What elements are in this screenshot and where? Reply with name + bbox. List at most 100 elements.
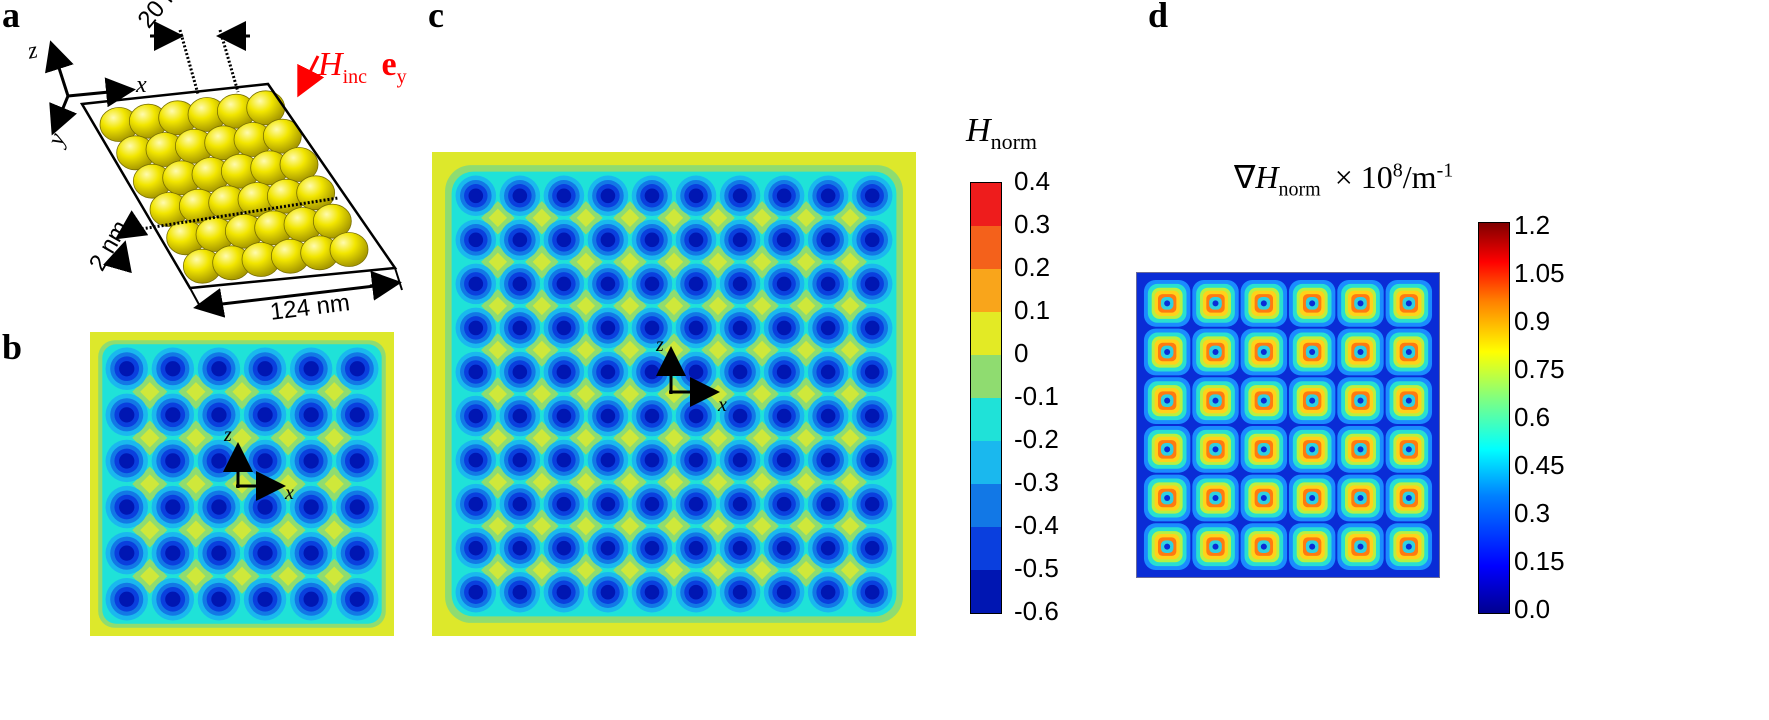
field-node xyxy=(303,499,319,515)
interstitial-core xyxy=(840,516,860,536)
colorbar-c-title: Hnorm xyxy=(966,112,1037,155)
interstitial-core xyxy=(488,560,508,580)
interstitial-core xyxy=(840,252,860,272)
interstitial-core xyxy=(186,520,206,540)
field-node xyxy=(864,364,880,380)
interstitial-core xyxy=(532,516,552,536)
axis-x-label-a: x xyxy=(136,72,147,98)
interstitial-core xyxy=(708,252,728,272)
interstitial-core xyxy=(796,252,816,272)
field-node xyxy=(820,496,836,512)
field-node xyxy=(688,188,704,204)
gradient-center xyxy=(1212,495,1219,501)
interstitial-core xyxy=(620,516,640,536)
panel-b-letter: b xyxy=(2,327,23,367)
field-node xyxy=(468,320,484,336)
field-node xyxy=(644,364,660,380)
colorbar-c-tick: -0.2 xyxy=(1014,424,1059,454)
field-node xyxy=(776,232,792,248)
interstitial-core xyxy=(488,384,508,404)
axis-x-label-c: x xyxy=(718,394,727,416)
axis-x-label-b: x xyxy=(285,482,294,504)
gradient-center xyxy=(1405,495,1412,501)
field-node xyxy=(600,540,616,556)
gradient-center xyxy=(1164,495,1171,501)
field-node xyxy=(732,540,748,556)
gradient-center xyxy=(1405,446,1412,453)
interstitial-core xyxy=(620,296,640,316)
colorbar-c-segment xyxy=(971,484,1001,527)
interstitial-core xyxy=(752,560,772,580)
field-node xyxy=(732,320,748,336)
field-node xyxy=(257,499,273,515)
field-node xyxy=(732,408,748,424)
field-node xyxy=(512,188,528,204)
gradient-center xyxy=(1212,543,1219,550)
interstitial-core xyxy=(324,382,344,402)
field-node xyxy=(349,361,365,377)
gradient-center xyxy=(1309,349,1316,355)
field-node xyxy=(119,499,135,515)
field-node xyxy=(864,496,880,512)
field-node xyxy=(211,499,227,515)
interstitial-core xyxy=(186,428,206,448)
colorbar-c-title-sub: norm xyxy=(990,128,1038,154)
dim-124-line xyxy=(204,282,393,308)
field-node xyxy=(864,408,880,424)
field-node xyxy=(864,276,880,292)
interstitial-core xyxy=(708,296,728,316)
gradient-center xyxy=(1309,446,1316,453)
interstitial-core xyxy=(532,340,552,360)
field-node xyxy=(303,453,319,469)
interstitial-core xyxy=(752,296,772,316)
interstitial-core xyxy=(532,384,552,404)
field-node xyxy=(556,408,572,424)
field-node xyxy=(512,320,528,336)
interstitial-core xyxy=(752,252,772,272)
field-node xyxy=(512,408,528,424)
field-node xyxy=(556,584,572,600)
field-node xyxy=(732,496,748,512)
interstitial-core xyxy=(620,560,640,580)
colorbar-c-title-h: H xyxy=(966,112,991,149)
field-node xyxy=(165,591,181,607)
interstitial-core xyxy=(708,208,728,228)
field-node xyxy=(776,452,792,468)
field-node xyxy=(257,453,273,469)
field-node xyxy=(257,591,273,607)
field-node xyxy=(600,408,616,424)
colorbar-d xyxy=(1478,222,1510,614)
gradient-center xyxy=(1212,349,1219,355)
field-e: e xyxy=(381,46,397,83)
panel-c-heatmap xyxy=(432,152,916,636)
field-node xyxy=(644,276,660,292)
field-node xyxy=(349,591,365,607)
field-node xyxy=(820,276,836,292)
field-node xyxy=(776,276,792,292)
field-node xyxy=(820,408,836,424)
field-node xyxy=(600,364,616,380)
colorbar-c-tick: -0.5 xyxy=(1014,553,1059,583)
field-node xyxy=(864,584,880,600)
interstitial-core xyxy=(796,428,816,448)
field-node xyxy=(303,591,319,607)
field-node xyxy=(512,584,528,600)
colorbar-c-segment xyxy=(971,226,1001,269)
interstitial-core xyxy=(840,340,860,360)
interstitial-core xyxy=(488,340,508,360)
gradient-center xyxy=(1260,446,1267,453)
gradient-center xyxy=(1260,397,1267,404)
interstitial-core xyxy=(576,472,596,492)
field-node xyxy=(864,232,880,248)
field-node xyxy=(688,408,704,424)
field-node xyxy=(468,364,484,380)
interstitial-core xyxy=(840,296,860,316)
colorbar-d-tick: 0.0 xyxy=(1514,594,1551,624)
field-node xyxy=(864,320,880,336)
field-node xyxy=(776,188,792,204)
field-node xyxy=(864,188,880,204)
field-node xyxy=(644,540,660,556)
field-node xyxy=(211,361,227,377)
interstitial-core xyxy=(796,560,816,580)
colorbar-d-tick: 0.45 xyxy=(1514,450,1565,480)
